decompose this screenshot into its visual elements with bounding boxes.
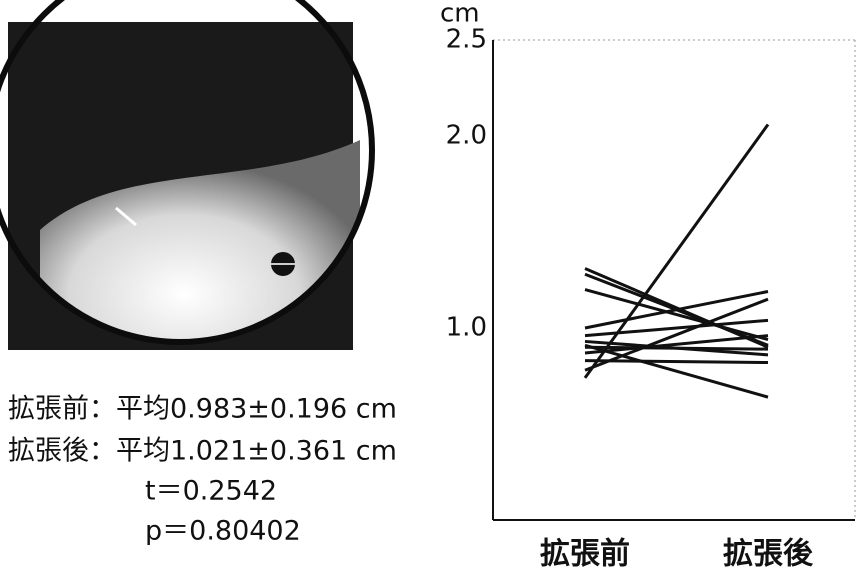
stat-line: p＝0.80402 — [145, 516, 301, 547]
page: 拡張前：平均0.983±0.196 cm 拡張後：平均1.021±0.361 c… — [0, 0, 858, 578]
y-tick-label: 2.0 — [446, 121, 487, 151]
endoscopic-image — [0, 0, 372, 360]
chart: 拡張前：平均0.983±0.196 cm 拡張後：平均1.021±0.361 c… — [0, 0, 858, 578]
stat-line: t＝0.2542 — [145, 476, 277, 507]
y-tick-label: 2.5 — [446, 25, 487, 55]
stat-line: 拡張前：平均0.983±0.196 cm — [8, 394, 397, 425]
series-line — [585, 124, 768, 377]
y-tick-label: 1.0 — [446, 313, 487, 343]
x-tick-label: 拡張後 — [723, 537, 814, 572]
stat-line: 拡張後：平均1.021±0.361 cm — [8, 436, 397, 467]
x-tick-label: 拡張前 — [540, 537, 630, 572]
